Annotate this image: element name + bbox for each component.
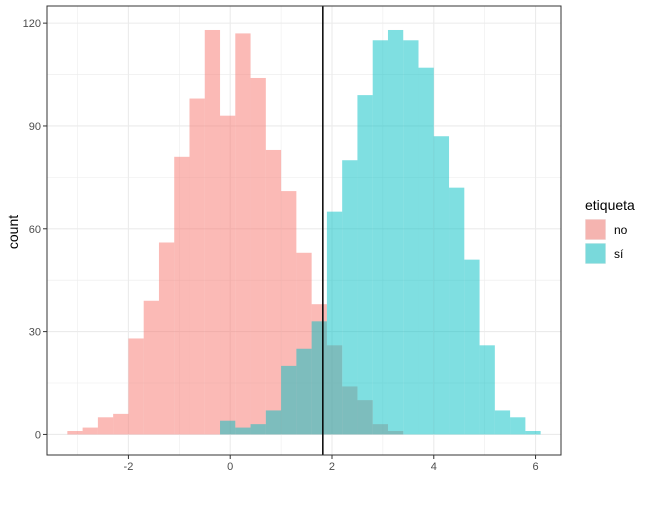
histogram-bars (67, 29, 541, 435)
legend-label: no (614, 223, 628, 237)
histogram-bar (189, 98, 205, 435)
legend-keys: no sí (585, 219, 628, 264)
histogram-bar (250, 77, 266, 435)
histogram-bar (265, 149, 282, 435)
x-tick-label: -2 (124, 461, 134, 473)
histogram-bar (143, 300, 159, 435)
histogram-bar (311, 321, 327, 435)
histogram-bar (372, 40, 388, 435)
histogram-bar (281, 365, 297, 435)
legend-swatch (585, 243, 606, 264)
histogram-bar (296, 348, 312, 435)
x-tick-label: 0 (227, 461, 233, 473)
histogram-bar (464, 259, 480, 435)
plot-panel (46, 5, 562, 456)
histogram-bar (326, 211, 343, 435)
legend-title: etiqueta (585, 197, 635, 213)
histogram-bar (265, 410, 282, 435)
panel-border (46, 5, 562, 456)
histogram-bar (342, 160, 358, 435)
series-sí (220, 29, 541, 435)
histogram-bar (403, 40, 419, 435)
histogram-bar (158, 242, 175, 435)
x-tick-label: 4 (431, 461, 437, 473)
histogram-bar (449, 187, 465, 435)
histogram-bar (128, 338, 144, 435)
histogram-bar (357, 95, 373, 435)
x-tick-label: 6 (532, 461, 538, 473)
histogram-bar (387, 29, 404, 435)
histogram-bar (220, 420, 236, 435)
histogram-bar (494, 410, 511, 435)
histogram-bar (113, 413, 129, 435)
y-tick-label: 120 (23, 18, 41, 30)
y-tick-label: 30 (29, 327, 41, 339)
histogram-bar (250, 424, 266, 435)
histogram-bar (82, 427, 98, 435)
histogram-bar (418, 67, 434, 435)
y-axis-label: count (5, 215, 21, 249)
y-axis: 0 30 60 90 120 (23, 18, 47, 441)
y-tick-label: 0 (35, 429, 41, 441)
y-tick-label: 90 (29, 121, 41, 133)
histogram-bar (510, 417, 526, 435)
histogram-bar (97, 417, 114, 435)
histogram-bar (433, 136, 450, 435)
x-axis: -2 0 2 4 6 (124, 455, 539, 473)
histogram-bar (220, 115, 236, 435)
histogram-bar (235, 33, 251, 435)
legend-label: sí (614, 247, 624, 261)
histogram-bar (174, 156, 190, 435)
histogram-bar (235, 427, 251, 435)
legend: etiqueta no sí (585, 197, 635, 264)
histogram-bar (204, 29, 221, 435)
histogram-bar (479, 345, 495, 435)
legend-swatch (585, 219, 606, 240)
y-tick-label: 60 (29, 224, 41, 236)
x-tick-label: 2 (329, 461, 335, 473)
histogram-bar (67, 431, 83, 435)
histogram-bar (525, 431, 541, 435)
